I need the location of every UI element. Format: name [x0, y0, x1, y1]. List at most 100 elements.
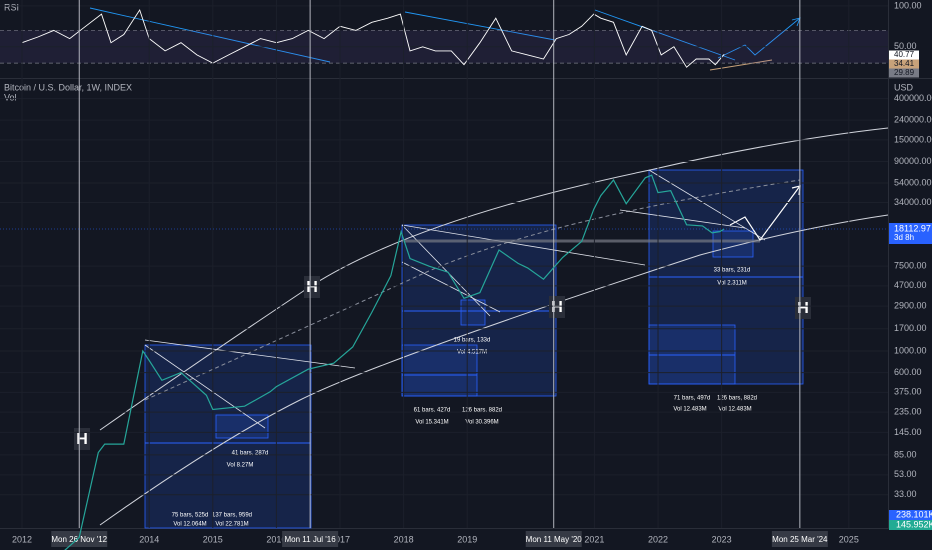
y-tick-label: 400000.00 [894, 93, 932, 103]
volume-tag-box [889, 520, 932, 530]
y-tick-label: 100.00 [894, 0, 922, 10]
halving-label: Mon 25 Mar '24 [772, 535, 828, 544]
volume-tag: 238.101K [896, 509, 932, 519]
measure-box [401, 344, 478, 397]
y-tick-label: 1000.00 [894, 345, 927, 355]
y-tick-label: 7500.00 [894, 261, 927, 271]
x-tick-label: 2017 [330, 534, 350, 544]
measure-label: Vol 4.517M [457, 350, 487, 356]
y-tick-label: 54000.00 [894, 177, 932, 187]
y-tick-label: 2900.00 [894, 301, 927, 311]
measure-label: Vol 22.781M [215, 522, 248, 528]
halving-label: Mon 26 Nov '12 [51, 535, 107, 544]
measure-box [460, 299, 486, 326]
h-marker: H [551, 299, 563, 316]
rsi-projection [717, 17, 801, 59]
measure-label: Vol 15.341M [415, 420, 448, 426]
symbol-title: Bitcoin / U.S. Dollar, 1W, INDEX [4, 82, 132, 92]
y-tick-label: 375.00 [894, 387, 922, 397]
y-tick-label: 53.00 [894, 469, 917, 479]
lower-curve [99, 214, 889, 526]
rsi-trendline [404, 11, 556, 41]
rsi-trendline [594, 9, 736, 61]
y-tick-label: 85.00 [894, 449, 917, 459]
h-box [304, 276, 320, 298]
measure-label: 137 bars, 959d [212, 513, 252, 519]
last-price-box [889, 223, 932, 245]
price-line [64, 174, 725, 550]
x-tick-label: 2025 [839, 534, 859, 544]
rsi-value-tag: 29.89 [894, 68, 915, 77]
measure-label: Vol 2.311M [717, 281, 747, 287]
volume-tag: 145.952K [896, 519, 932, 529]
rsi-value-tag-box [889, 68, 919, 78]
trendline [401, 261, 501, 313]
h-marker: H [306, 279, 318, 296]
y-tick-label: 33.00 [894, 489, 917, 499]
measure-label: Vol 12.483M [673, 407, 706, 413]
measure-arrows [145, 276, 803, 444]
price-axis-unit: USD [894, 82, 914, 92]
measure-label: 71 bars, 497d [674, 396, 711, 402]
y-tick-label: 240000.00 [894, 114, 932, 124]
channel-curves [99, 127, 889, 526]
rsi-divergence [709, 59, 773, 71]
rsi-drawings [89, 7, 801, 63]
x-tick-label: 2021 [584, 534, 604, 544]
y-tick-label: 50.00 [894, 41, 917, 51]
halving-label: Mon 11 Jul '16 [285, 535, 337, 544]
rsi-title: RSI [4, 2, 19, 12]
projection-arrow [729, 185, 801, 242]
measure-box [712, 230, 754, 258]
trendline [144, 339, 356, 369]
mid-curve [144, 179, 801, 401]
halving-label: Mon 11 May '20 [526, 535, 583, 544]
y-tick-label: 34000.00 [894, 197, 932, 207]
measure-label: 126 bars, 882d [462, 408, 502, 414]
y-tick-label: 235.00 [894, 406, 922, 416]
rsi-value-tag-box [889, 50, 919, 60]
x-tick-label: 2019 [457, 534, 477, 544]
rsi-line [21, 8, 725, 68]
trendline [648, 169, 766, 241]
h-markers: H H H H [74, 276, 811, 450]
halving-label-box [51, 531, 108, 547]
rsi-value-tag: 40.77 [894, 50, 915, 59]
measure-label: 126 bars, 882d [717, 396, 757, 402]
x-tick-label: 2015 [203, 534, 223, 544]
y-tick-label: 150000.00 [894, 134, 932, 144]
rsi-value-tag-box [889, 59, 919, 69]
measure-label: 33 bars, 231d [714, 268, 751, 274]
x-tick-label: 2022 [648, 534, 668, 544]
h-box [795, 297, 811, 319]
measure-label: Vol 12.483M [718, 407, 751, 413]
halving-label-box [771, 531, 828, 547]
h-box [74, 428, 90, 450]
measure-label: 75 bars, 525d [172, 513, 209, 519]
x-tick-label: 2016 [266, 534, 286, 544]
x-tick-label: 2023 [712, 534, 732, 544]
h-marker: H [797, 300, 809, 317]
y-tick-label: 1700.00 [894, 323, 927, 333]
measure-box [215, 414, 269, 439]
rsi-trendline [89, 7, 331, 63]
y-tick-label: 90000.00 [894, 156, 932, 166]
h-marker: H [76, 431, 88, 448]
volume-title: Vol [4, 92, 17, 102]
y-tick-label: 145.00 [894, 427, 922, 437]
measure-label: 41 bars, 287d [232, 451, 269, 457]
x-tick-label: 2014 [139, 534, 159, 544]
halving-label-box [525, 531, 582, 547]
volume-tag-box [889, 510, 932, 520]
measure-label: 61 bars, 427d [414, 408, 451, 414]
measure-label: Vol 12.064M [173, 522, 206, 528]
trendlines [144, 169, 766, 429]
trendline [619, 209, 746, 229]
trendline [401, 224, 646, 266]
x-tick-label: 2012 [12, 534, 32, 544]
measure-labels: 41 bars, 287d Vol 8.27M 19 bars, 133d Vo… [172, 268, 757, 528]
h-box [549, 296, 565, 318]
measure-label: 19 bars, 133d [454, 338, 491, 344]
